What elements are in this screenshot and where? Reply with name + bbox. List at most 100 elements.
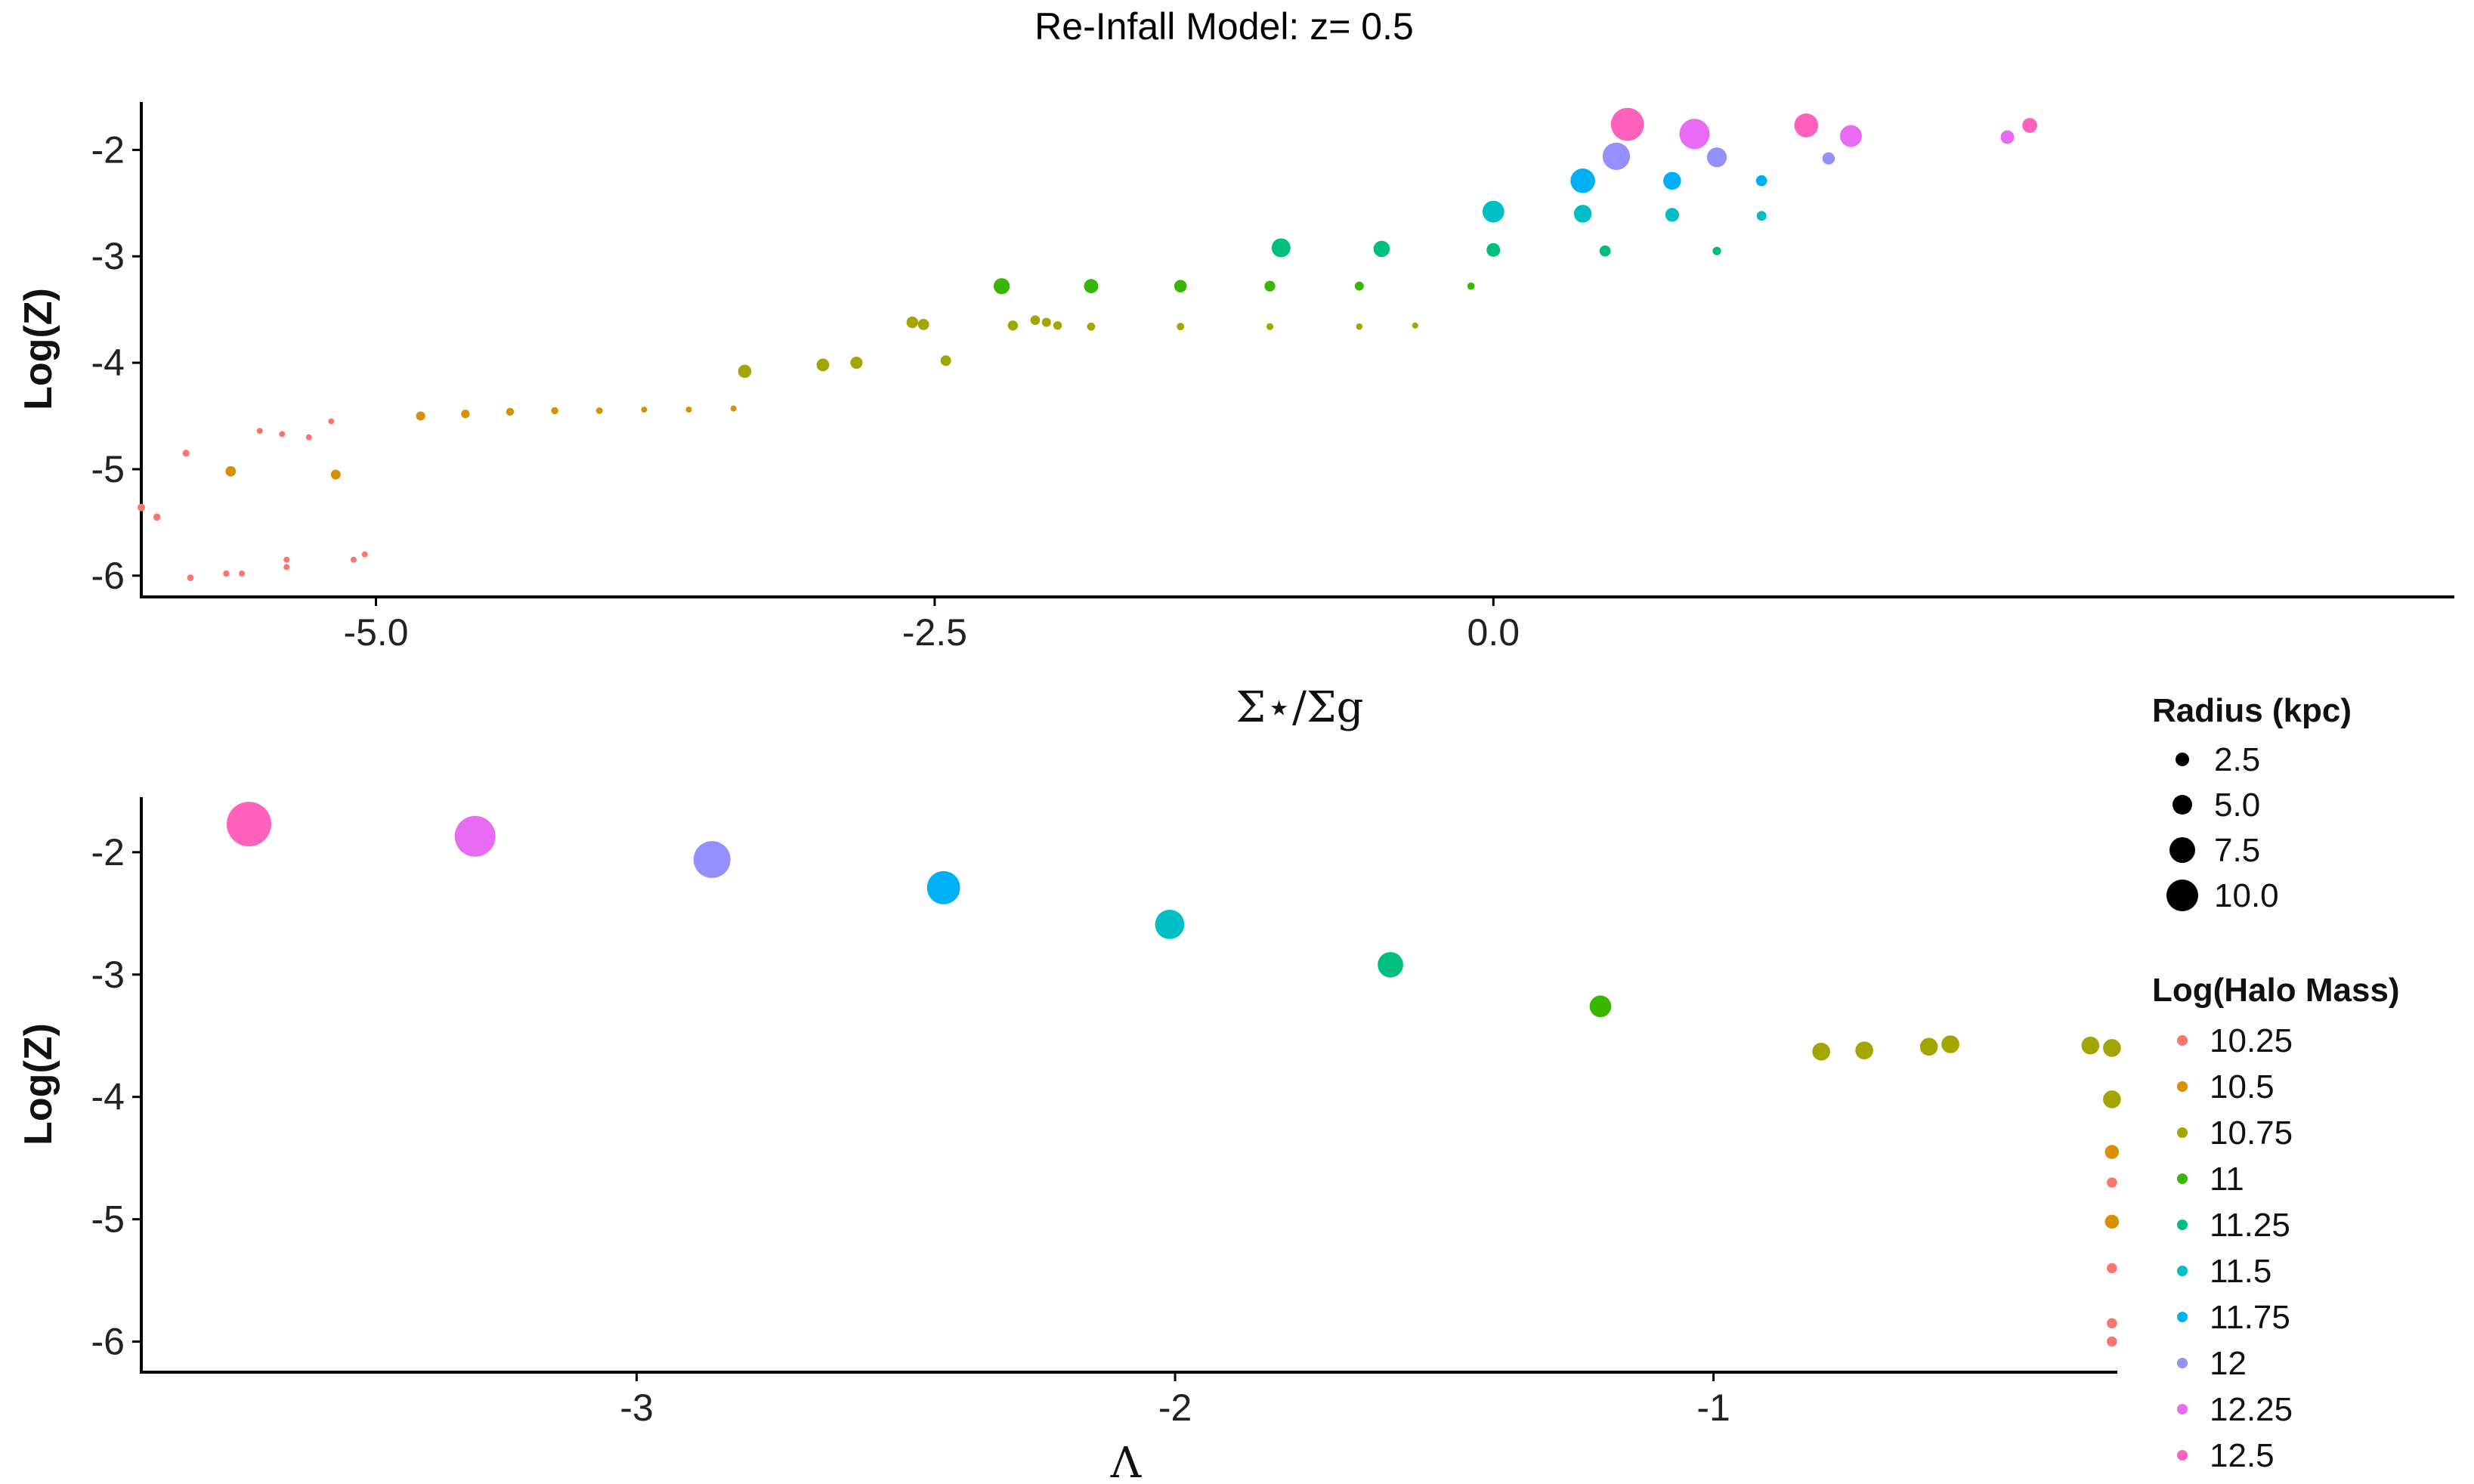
legend-color-label: 11.25 xyxy=(2210,1207,2290,1244)
top-data-point-10_25 xyxy=(256,428,263,434)
top-data-point-11 xyxy=(1084,279,1099,294)
top-data-point-10_75 xyxy=(1087,322,1096,331)
top-data-point-10_75 xyxy=(816,358,830,372)
top-data-point-11_5 xyxy=(1482,200,1505,223)
legend-color-swatch xyxy=(2177,1081,2188,1092)
legend-color-swatch xyxy=(2177,1173,2188,1184)
top-y-tick-label: -4 xyxy=(91,342,125,384)
top-data-point-11_25 xyxy=(1271,238,1291,258)
bottom-x-tick-label: -3 xyxy=(620,1387,653,1429)
top-data-point-10_5 xyxy=(461,410,470,419)
top-data-point-10_5 xyxy=(225,465,237,477)
bottom-y-tick-label: -4 xyxy=(91,1076,125,1118)
legend-color-swatch xyxy=(2177,1358,2188,1368)
legend-color-label: 10.5 xyxy=(2210,1068,2275,1105)
top-data-point-10_75 xyxy=(1177,323,1185,331)
top-data-point-11_25 xyxy=(1486,243,1501,257)
bottom-panel: Log(Z) Λ -2 -3 -4 -5 -6 -3 -2 -1 xyxy=(17,797,2121,1484)
top-panel: Log(Z) Σ⋆/Σg -2 -3 -4 -5 -6 -5.0 -2.5 0.0 xyxy=(17,102,2454,732)
bottom-data-point-10_75 xyxy=(2103,1090,2121,1108)
legend-color-label: 11.5 xyxy=(2210,1253,2271,1290)
bottom-data-point-10_75 xyxy=(2103,1039,2121,1057)
legend-color-label: 10.75 xyxy=(2210,1115,2293,1152)
bottom-data-point-10_75 xyxy=(1941,1035,1959,1053)
legend-color-label: 12 xyxy=(2210,1345,2247,1382)
legend-color-swatch xyxy=(2177,1127,2188,1138)
legend-color-label: 11 xyxy=(2210,1161,2244,1198)
top-data-point-10_75 xyxy=(906,316,919,329)
bottom-x-tick-label: -2 xyxy=(1158,1387,1192,1429)
top-data-point-11 xyxy=(994,278,1010,295)
legend-size-swatch xyxy=(2176,753,2189,766)
legend-color-swatch xyxy=(2177,1266,2188,1276)
top-data-point-10_25 xyxy=(239,570,246,577)
top-data-point-11_5 xyxy=(1665,208,1679,222)
top-data-point-11_5 xyxy=(1573,205,1592,223)
top-data-point-10_25 xyxy=(182,450,190,457)
top-data-point-10_25 xyxy=(361,551,368,558)
top-data-point-11_25 xyxy=(1599,245,1611,257)
legend-size-label: 7.5 xyxy=(2214,832,2260,869)
legend-color-swatch xyxy=(2177,1404,2188,1414)
bottom-data-point-10_75 xyxy=(1855,1041,1873,1059)
bottom-data-point-11 xyxy=(1589,995,1612,1018)
legend-color-swatch xyxy=(2177,1035,2188,1046)
chart-title: Re-Infall Model: z= 0.5 xyxy=(1034,5,1414,48)
bottom-x-axis-label: Λ xyxy=(1110,1439,1142,1484)
legend-size-label: 10.0 xyxy=(2214,877,2279,914)
top-data-point-11 xyxy=(1354,281,1364,291)
top-data-point-10_5 xyxy=(595,407,603,414)
top-data-point-10_5 xyxy=(506,407,515,416)
bottom-data-point-10_75 xyxy=(1812,1042,1830,1061)
legend-size-swatch xyxy=(2169,837,2195,863)
top-data-point-10_75 xyxy=(1041,317,1051,327)
top-data-point-10_5 xyxy=(641,407,648,413)
top-data-point-12 xyxy=(1822,152,1835,165)
top-data-point-10_75 xyxy=(1053,321,1062,330)
top-x-tick-label: -2.5 xyxy=(902,611,967,654)
top-data-point-10_75 xyxy=(1007,320,1019,331)
bottom-y-tick-label: -3 xyxy=(91,954,125,996)
top-data-point-10_25 xyxy=(153,513,161,521)
top-x-axis-label: Σ⋆/Σg xyxy=(1236,683,1364,732)
bottom-y-axis-label: Log(Z) xyxy=(17,1023,60,1145)
top-data-point-10_5 xyxy=(330,469,341,480)
top-data-point-11_75 xyxy=(1755,175,1767,187)
top-data-point-10_75 xyxy=(1412,322,1418,329)
top-y-tick-label: -3 xyxy=(91,235,125,277)
legend-size-label: 2.5 xyxy=(2214,741,2260,778)
top-data-point-12_5 xyxy=(1610,107,1644,141)
top-data-point-12_25 xyxy=(1839,125,1862,147)
top-data-point-10_25 xyxy=(187,574,194,582)
bottom-data-point-10_5 xyxy=(2104,1214,2120,1229)
bottom-data-point-12_5 xyxy=(226,802,272,847)
top-data-point-10_25 xyxy=(283,564,290,570)
bottom-data-point-10_25 xyxy=(2107,1263,2117,1274)
top-y-tick-label: -2 xyxy=(91,128,125,171)
top-data-point-11_25 xyxy=(1712,246,1721,255)
legend-size-entries: 2.5 5.0 7.5 10.0 xyxy=(2166,741,2279,914)
legend-size-swatch xyxy=(2166,880,2198,911)
top-data-point-10_25 xyxy=(223,570,230,577)
bottom-data-point-10_75 xyxy=(2081,1036,2100,1055)
top-data-point-11_25 xyxy=(1373,240,1390,258)
bottom-data-point-11_5 xyxy=(1155,909,1185,939)
bottom-ticks: -2 -3 -4 -5 -6 -3 -2 -1 xyxy=(91,831,1730,1429)
legend-size-title: Radius (kpc) xyxy=(2152,692,2352,729)
bottom-y-tick-label: -6 xyxy=(91,1321,125,1363)
top-data-point-10_75 xyxy=(940,355,951,366)
top-data-point-12_25 xyxy=(2000,130,2015,144)
top-data-point-10_25 xyxy=(350,556,357,563)
top-data-point-10_5 xyxy=(416,411,425,421)
top-data-point-10_25 xyxy=(138,503,145,512)
top-data-point-10_25 xyxy=(305,434,312,441)
legend-color-swatch xyxy=(2177,1312,2188,1322)
legend: Radius (kpc) 2.5 5.0 7.5 10.0 Log(Halo Mass… xyxy=(2152,692,2400,1474)
top-data-point-10_5 xyxy=(551,407,558,415)
top-data-point-10_75 xyxy=(1030,315,1041,326)
bottom-data-point-11_75 xyxy=(926,870,960,904)
top-x-tick-label: -5.0 xyxy=(343,611,408,654)
bottom-data-point-10_75 xyxy=(1919,1037,1938,1056)
bottom-data-point-11_25 xyxy=(1378,951,1403,978)
